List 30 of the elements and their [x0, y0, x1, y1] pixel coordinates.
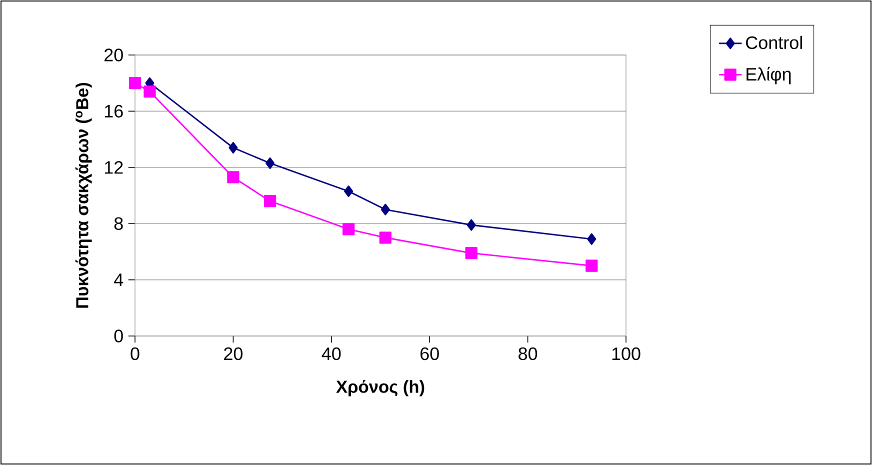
x-tick-label: 100: [612, 347, 640, 360]
x-tick-label: 20: [224, 347, 243, 360]
point: [586, 260, 598, 272]
point: [144, 85, 156, 98]
x-axis-title: Χρόνος (h): [336, 380, 424, 396]
point: [228, 142, 238, 154]
legend-label: Control: [746, 36, 802, 50]
point: [465, 247, 478, 260]
y-tick-label: 16: [104, 104, 123, 118]
point: [466, 219, 476, 231]
point: [128, 77, 142, 90]
x-tick-label: 60: [420, 347, 439, 360]
y-tick-label: 12: [104, 161, 123, 174]
y-tick-label: 8: [114, 217, 123, 230]
y-tick-label: 0: [114, 330, 123, 342]
point: [380, 204, 390, 216]
point: [265, 157, 275, 169]
point: [227, 171, 240, 184]
point: [264, 195, 276, 208]
x-tick-label: 80: [518, 347, 538, 360]
y-tick-label: 4: [114, 274, 124, 286]
legend-label: Ελίφη: [746, 66, 791, 84]
point: [379, 232, 392, 244]
point: [344, 185, 354, 198]
y-axis-title: Πυκνότητα σακχάρων ($^{o}$Be): [75, 82, 92, 308]
x-tick-label: 0: [130, 347, 140, 360]
x-tick-label: 40: [322, 347, 341, 360]
point: [587, 233, 596, 245]
point: [342, 223, 355, 236]
y-tick-label: 20: [104, 48, 123, 62]
